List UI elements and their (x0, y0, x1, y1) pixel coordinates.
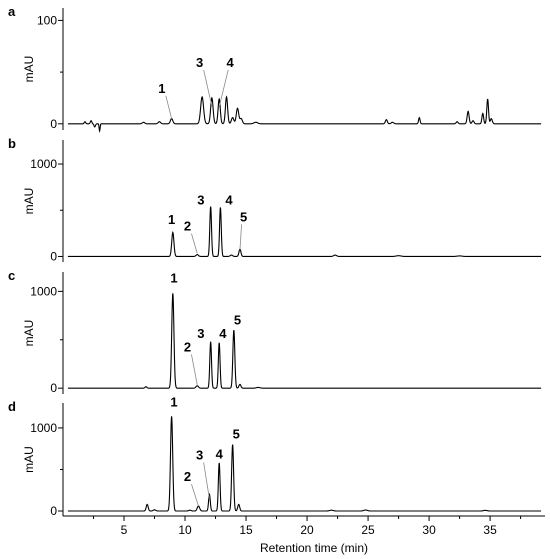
y-tick-label: 1000 (30, 157, 57, 171)
trace-line (67, 95, 542, 134)
x-tick-label: 10 (178, 523, 192, 537)
x-tick-label: 35 (483, 523, 497, 537)
peak-label: 2 (184, 339, 191, 354)
peak-leader-line (165, 95, 172, 119)
peak-leader-line (191, 483, 199, 507)
panel-b: b 0 1000 mAU 1 23 45 (8, 136, 542, 263)
peak-label: 2 (184, 219, 191, 234)
y-tick-label: 0 (50, 504, 57, 518)
peak-label: 3 (197, 326, 204, 341)
peak-label: 2 (184, 469, 191, 484)
y-axis-label: mAU (22, 320, 36, 347)
y-tick-label: 1000 (30, 421, 57, 435)
y-axis-label: mAU (22, 188, 36, 215)
y-tick-label: 0 (50, 117, 57, 131)
panel-letter: b (8, 136, 16, 151)
peak-label: 5 (234, 312, 241, 327)
peak-leader-line (218, 69, 229, 108)
peak-leader-line (203, 462, 210, 500)
peak-label: 3 (196, 448, 203, 463)
panel-letter: d (8, 399, 16, 414)
y-axis-label: mAU (22, 446, 36, 473)
x-tick-label: 25 (361, 523, 375, 537)
y-tick-label: 0 (50, 381, 57, 395)
panel-letter: a (8, 4, 16, 19)
trace-line (67, 416, 542, 512)
peak-label: 4 (227, 55, 235, 70)
peak-leader-line (191, 233, 198, 254)
y-tick-label: 0 (50, 249, 57, 263)
peak-leader-line (203, 69, 213, 107)
x-tick-label: 5 (121, 523, 128, 537)
panel-a: a 0 100 mAU 1 3 4 (8, 4, 542, 134)
peak-label: 4 (219, 326, 227, 341)
peak-label: 5 (240, 209, 247, 224)
peak-label: 4 (225, 193, 233, 208)
x-tick-label: 30 (422, 523, 436, 537)
peak-label: 1 (170, 271, 177, 286)
panel-c: c 0 1000 mAU 1 23 45 (8, 268, 542, 395)
peak-label: 1 (170, 394, 177, 409)
y-axis-label: mAU (22, 56, 36, 83)
peak-label: 3 (196, 55, 203, 70)
panel-d: d 0 1000 mAU 1 23 45 (8, 394, 542, 518)
y-tick-label: 100 (37, 13, 57, 27)
peak-label: 3 (197, 193, 204, 208)
peak-label: 5 (233, 427, 240, 442)
peak-leader-line (191, 354, 198, 385)
trace-line (67, 206, 542, 258)
peak-label: 1 (168, 212, 175, 227)
peak-label: 4 (216, 447, 224, 462)
x-axis: 5 10 15 20 25 30 35 Retention time (min) (63, 515, 545, 555)
trace-line (67, 293, 542, 389)
peak-label: 1 (158, 81, 165, 96)
x-axis-label: Retention time (min) (260, 541, 368, 555)
x-tick-label: 15 (239, 523, 253, 537)
panel-letter: c (8, 268, 15, 283)
y-tick-label: 1000 (30, 284, 57, 298)
x-tick-label: 20 (300, 523, 314, 537)
peak-leader-line (239, 224, 242, 251)
